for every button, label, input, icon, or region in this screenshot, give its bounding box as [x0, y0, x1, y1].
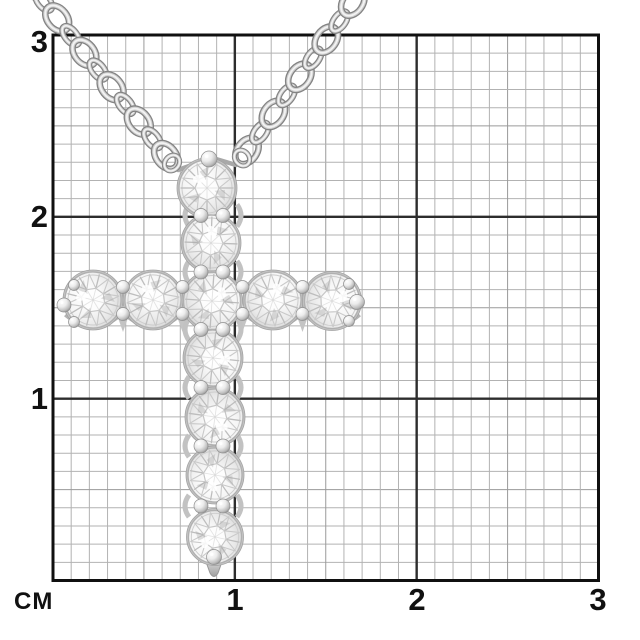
y-axis-tick-2: 2	[30, 199, 48, 234]
x-axis-tick-3: 3	[589, 582, 607, 617]
y-axis-tick-3: 3	[30, 24, 48, 59]
x-axis-tick-1: 1	[226, 582, 244, 617]
unit-label-cm: CM	[14, 588, 54, 615]
y-axis-tick-1: 1	[30, 381, 48, 416]
x-axis-tick-2: 2	[408, 582, 426, 617]
